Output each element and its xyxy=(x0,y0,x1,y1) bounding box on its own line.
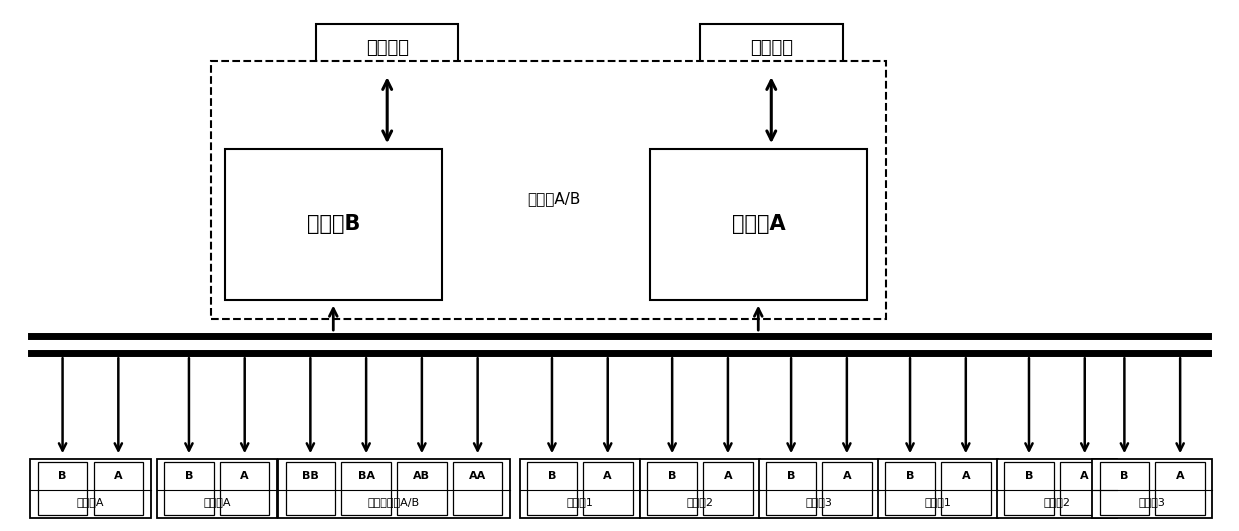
Text: A: A xyxy=(240,471,249,481)
FancyBboxPatch shape xyxy=(30,459,151,518)
FancyBboxPatch shape xyxy=(758,459,880,518)
FancyBboxPatch shape xyxy=(211,61,886,319)
Text: 下位机B: 下位机B xyxy=(307,215,361,234)
FancyBboxPatch shape xyxy=(396,462,446,515)
Text: BB: BB xyxy=(302,471,318,481)
Text: 调制适配板A/B: 调制适配板A/B xyxy=(368,498,420,507)
FancyBboxPatch shape xyxy=(647,462,696,515)
Text: B: B xyxy=(58,471,67,481)
Text: A: A xyxy=(1080,471,1089,481)
FancyBboxPatch shape xyxy=(164,462,213,515)
Text: B: B xyxy=(906,471,914,481)
Text: B: B xyxy=(185,471,193,481)
FancyBboxPatch shape xyxy=(285,462,335,515)
Text: 存储杷3: 存储杷3 xyxy=(1139,498,1166,507)
FancyBboxPatch shape xyxy=(221,462,270,515)
FancyBboxPatch shape xyxy=(528,462,576,515)
FancyBboxPatch shape xyxy=(225,149,442,300)
Text: 存储杷2: 存储杷2 xyxy=(1043,498,1070,507)
Text: 外部单机: 外部单机 xyxy=(366,39,409,57)
FancyBboxPatch shape xyxy=(1155,462,1206,515)
Text: AB: AB xyxy=(414,471,430,481)
Text: B: B xyxy=(1025,471,1033,481)
FancyBboxPatch shape xyxy=(650,149,867,300)
FancyBboxPatch shape xyxy=(1061,462,1110,515)
Text: B: B xyxy=(548,471,556,481)
FancyBboxPatch shape xyxy=(766,462,817,515)
FancyBboxPatch shape xyxy=(639,459,760,518)
FancyBboxPatch shape xyxy=(520,459,641,518)
Text: B: B xyxy=(787,471,795,481)
Text: A: A xyxy=(724,471,732,481)
FancyBboxPatch shape xyxy=(704,462,752,515)
FancyBboxPatch shape xyxy=(885,462,934,515)
FancyBboxPatch shape xyxy=(700,24,843,72)
FancyBboxPatch shape xyxy=(156,459,276,518)
Text: 计算杷1: 计算杷1 xyxy=(566,498,593,507)
Text: 路由板A: 路由板A xyxy=(77,498,104,507)
Text: 路由板A: 路由板A xyxy=(203,498,230,507)
FancyBboxPatch shape xyxy=(942,462,991,515)
Text: 下位机A: 下位机A xyxy=(732,215,786,234)
FancyBboxPatch shape xyxy=(1004,462,1053,515)
FancyBboxPatch shape xyxy=(996,459,1118,518)
Text: B: B xyxy=(1120,471,1129,481)
FancyBboxPatch shape xyxy=(877,459,999,518)
Text: A: A xyxy=(961,471,970,481)
Text: AA: AA xyxy=(470,471,486,481)
FancyBboxPatch shape xyxy=(1093,459,1212,518)
FancyBboxPatch shape xyxy=(37,462,87,515)
Text: 外部单机: 外部单机 xyxy=(750,39,793,57)
Text: 存储杷1: 存储杷1 xyxy=(924,498,952,507)
Text: BA: BA xyxy=(358,471,374,481)
FancyBboxPatch shape xyxy=(584,462,633,515)
Text: 计算杷2: 计算杷2 xyxy=(686,498,714,507)
FancyBboxPatch shape xyxy=(316,24,458,72)
Text: A: A xyxy=(843,471,851,481)
FancyBboxPatch shape xyxy=(1100,462,1150,515)
FancyBboxPatch shape xyxy=(453,462,503,515)
Text: B: B xyxy=(668,471,676,481)
FancyBboxPatch shape xyxy=(93,462,142,515)
FancyBboxPatch shape xyxy=(278,459,509,518)
Text: A: A xyxy=(114,471,123,481)
FancyBboxPatch shape xyxy=(823,462,872,515)
Text: 控制板A/B: 控制板A/B xyxy=(527,192,581,207)
Text: 计算杷3: 计算杷3 xyxy=(805,498,833,507)
Text: A: A xyxy=(1176,471,1184,481)
FancyBboxPatch shape xyxy=(342,462,390,515)
Text: A: A xyxy=(603,471,612,481)
